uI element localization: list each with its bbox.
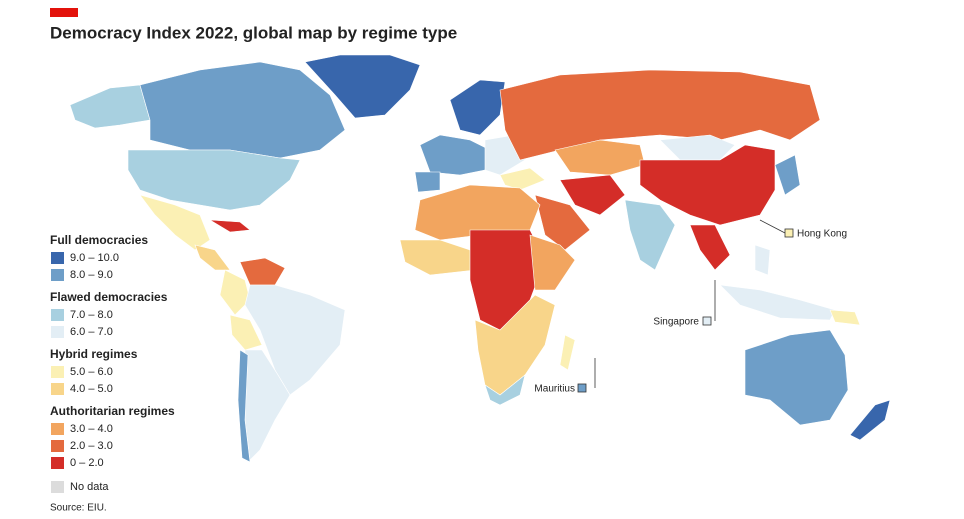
legend-label: 4.0 – 5.0 — [70, 383, 113, 395]
legend-swatch — [51, 423, 64, 435]
philippines — [754, 244, 771, 276]
western-europe — [419, 134, 491, 176]
china — [639, 144, 776, 226]
world-map — [69, 54, 891, 463]
brazil — [244, 284, 346, 396]
japan — [774, 154, 801, 196]
legend-label: 0 – 2.0 — [70, 457, 104, 469]
legend-swatch — [51, 326, 64, 338]
legend-label: 3.0 – 4.0 — [70, 423, 113, 435]
venezuela — [239, 257, 286, 286]
peru-bolivia — [229, 314, 263, 351]
legend-group-title: Hybrid regimes — [50, 347, 138, 361]
legend-swatch — [51, 440, 64, 452]
legend-swatch — [51, 481, 64, 493]
iran-afghanistan — [559, 174, 626, 216]
mongolia — [659, 134, 736, 161]
arabia — [534, 194, 591, 251]
title: Democracy Index 2022, global map by regi… — [50, 23, 457, 42]
cuba — [209, 219, 251, 233]
callout-mauritius: Mauritius — [534, 358, 596, 395]
canada — [139, 61, 346, 159]
legend-label: 2.0 – 3.0 — [70, 440, 113, 452]
callout-singapore: Singapore — [653, 280, 716, 328]
west-africa — [399, 239, 476, 276]
legend: Full democracies 9.0 – 10.0 8.0 – 9.0 Flawe… — [50, 233, 175, 493]
india — [624, 199, 676, 271]
legend-label: 7.0 – 8.0 — [70, 309, 113, 321]
new-zealand — [849, 399, 891, 441]
iberia — [414, 171, 441, 193]
callout-label: Mauritius — [534, 384, 575, 395]
south-africa — [484, 374, 526, 406]
usa — [127, 149, 301, 211]
legend-swatch — [51, 366, 64, 378]
colombia-ecuador — [219, 269, 251, 316]
legend-label: 9.0 – 10.0 — [70, 252, 119, 264]
legend-swatch — [51, 457, 64, 469]
callout-label: Hong Kong — [797, 229, 847, 240]
madagascar — [559, 334, 576, 371]
legend-swatch — [51, 383, 64, 395]
alaska — [69, 84, 151, 129]
legend-label: 8.0 – 9.0 — [70, 269, 113, 281]
mexico — [139, 194, 211, 251]
legend-group-title: Authoritarian regimes — [50, 404, 175, 418]
legend-label: 5.0 – 6.0 — [70, 366, 113, 378]
myanmar-indochina — [689, 224, 731, 271]
southern-africa — [474, 294, 556, 396]
callout-hong-kong: Hong Kong — [759, 219, 847, 240]
legend-group-title: Full democracies — [50, 233, 148, 247]
indonesia — [719, 284, 836, 321]
balkans-turkey — [499, 167, 546, 191]
greenland — [304, 54, 421, 119]
australia — [744, 329, 849, 426]
legend-swatch — [51, 269, 64, 281]
russia — [499, 69, 821, 161]
callout-label: Singapore — [653, 317, 699, 328]
papua-new-guinea — [829, 309, 861, 326]
legend-label: No data — [70, 481, 109, 493]
brand-bar — [50, 8, 78, 17]
chile — [237, 349, 251, 463]
scandinavia — [449, 79, 506, 136]
central-america — [194, 244, 231, 271]
legend-group-title: Flawed democracies — [50, 290, 168, 304]
legend-swatch — [51, 309, 64, 321]
horn-of-africa — [529, 234, 576, 291]
source: Source: EIU. — [50, 503, 107, 514]
legend-label: 6.0 – 7.0 — [70, 326, 113, 338]
legend-swatch — [51, 252, 64, 264]
